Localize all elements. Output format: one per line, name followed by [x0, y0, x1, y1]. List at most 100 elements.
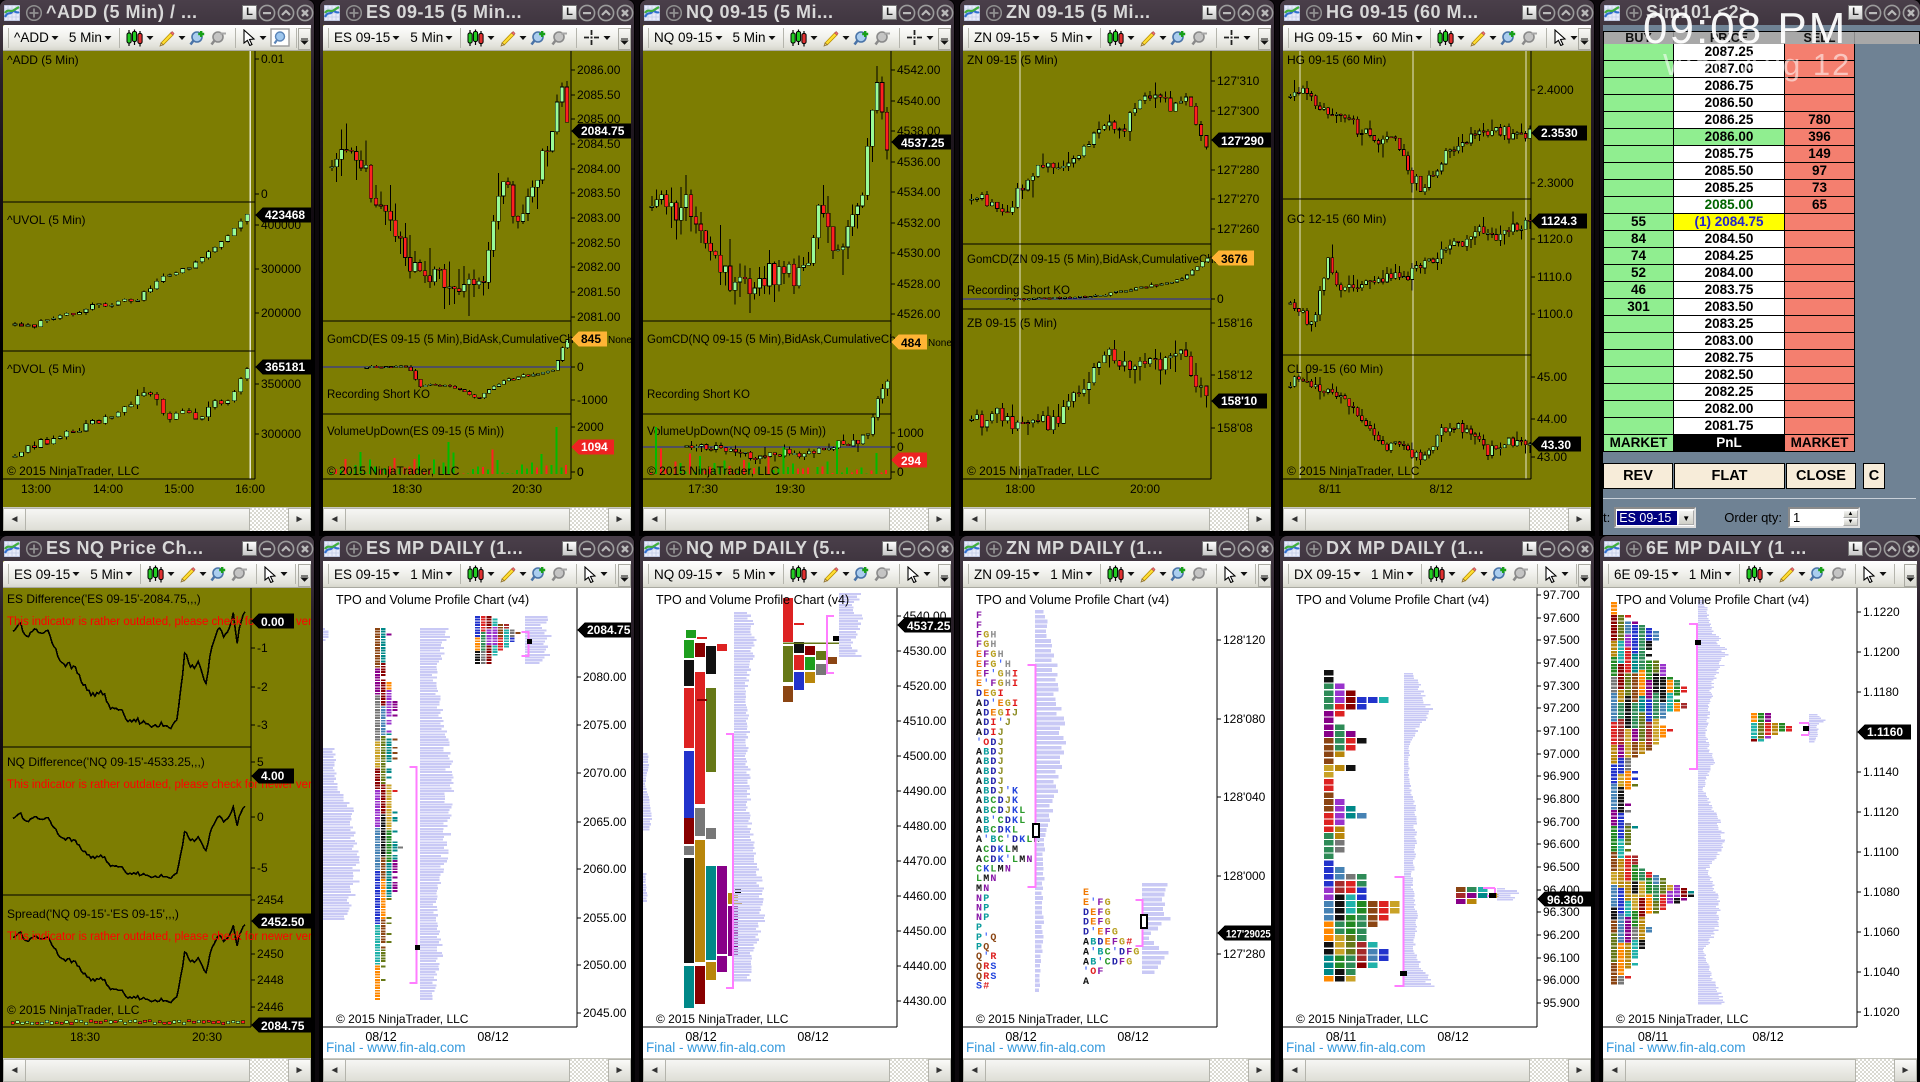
svg-text:2081.50: 2081.50	[577, 285, 621, 299]
svg-text:2084.75: 2084.75	[581, 124, 625, 138]
svg-text:2045.00: 2045.00	[583, 1006, 627, 1020]
svg-text:4.00: 4.00	[261, 769, 285, 783]
svg-text:ZN 09-15 (5 Min): ZN 09-15 (5 Min)	[967, 53, 1058, 67]
svg-text:97.600: 97.600	[1543, 611, 1580, 625]
svg-text:20:30: 20:30	[512, 482, 542, 496]
svg-text:ZB 09-15 (5 Min): ZB 09-15 (5 Min)	[967, 316, 1057, 330]
svg-text:2055.00: 2055.00	[583, 911, 627, 925]
svg-text:None,0: None,0	[928, 338, 951, 349]
svg-text:18:30: 18:30	[392, 482, 422, 496]
svg-text:2.3530: 2.3530	[1541, 126, 1578, 140]
svg-text:96.600: 96.600	[1543, 837, 1580, 851]
svg-text:© 2015 NinjaTrader, LLC: © 2015 NinjaTrader, LLC	[1296, 1012, 1429, 1026]
svg-text:4460.00: 4460.00	[903, 889, 947, 903]
svg-text:Final - www.fin-alg.com: Final - www.fin-alg.com	[966, 1040, 1106, 1053]
svg-text:5: 5	[257, 755, 264, 769]
svg-text:NQ Difference('NQ 09-15'-4533.: NQ Difference('NQ 09-15'-4533.25,,,)	[7, 755, 205, 769]
svg-text:845: 845	[581, 332, 601, 346]
svg-text:Final - www.fin-alg.com: Final - www.fin-alg.com	[1286, 1040, 1426, 1053]
svg-text:127'310: 127'310	[1217, 74, 1260, 88]
svg-text:This indicator is rather outda: This indicator is rather outdated, pleas…	[7, 931, 311, 943]
svg-text:S#: S#	[976, 982, 990, 993]
svg-text:43.00: 43.00	[1537, 450, 1567, 464]
svg-text:4500.00: 4500.00	[903, 749, 947, 763]
svg-text:17:30: 17:30	[688, 482, 718, 496]
svg-text:Final - www.fin-alg.com: Final - www.fin-alg.com	[1606, 1040, 1746, 1053]
svg-text:43.30: 43.30	[1541, 438, 1571, 452]
svg-text:GC 12-15 (60 Min): GC 12-15 (60 Min)	[1287, 212, 1386, 226]
svg-text:4540.00: 4540.00	[897, 94, 941, 108]
svg-text:97.300: 97.300	[1543, 679, 1580, 693]
svg-text:97.400: 97.400	[1543, 656, 1580, 670]
svg-text:96.700: 96.700	[1543, 815, 1580, 829]
svg-text:300000: 300000	[261, 262, 301, 276]
svg-text:20:30: 20:30	[192, 1030, 222, 1044]
svg-text:1.1020: 1.1020	[1863, 1005, 1900, 1019]
svg-text:95.900: 95.900	[1543, 996, 1580, 1010]
svg-text:1124.3: 1124.3	[1541, 214, 1577, 228]
svg-text:18:30: 18:30	[70, 1030, 100, 1044]
svg-text:TPO and Volume Profile Chart (: TPO and Volume Profile Chart (v4)	[1296, 593, 1489, 607]
svg-text:4537.25: 4537.25	[901, 136, 945, 150]
svg-text:Recording Short KO: Recording Short KO	[327, 389, 430, 401]
svg-text:1.1200: 1.1200	[1863, 645, 1900, 659]
svg-text:96.100: 96.100	[1543, 951, 1580, 965]
svg-text:158'12: 158'12	[1217, 368, 1253, 382]
svg-text:2075.00: 2075.00	[583, 718, 627, 732]
svg-text:4542.00: 4542.00	[897, 63, 941, 77]
svg-text:1.1220: 1.1220	[1863, 605, 1900, 619]
svg-text:^ADD (5 Min): ^ADD (5 Min)	[7, 53, 79, 67]
svg-text:14:00: 14:00	[93, 482, 123, 496]
svg-text:0.00: 0.00	[261, 615, 285, 629]
svg-text:08/12: 08/12	[797, 1030, 828, 1044]
svg-text:TPO and Volume Profile Chart (: TPO and Volume Profile Chart (v4)	[976, 593, 1169, 607]
svg-text:GomCD(NQ 09-15 (5 Min),BidAsk,: GomCD(NQ 09-15 (5 Min),BidAsk,Cumulative…	[647, 334, 910, 346]
svg-text:2084.00: 2084.00	[577, 162, 621, 176]
svg-text:16:00: 16:00	[235, 482, 265, 496]
svg-text:CL 09-15 (60 Min): CL 09-15 (60 Min)	[1287, 362, 1383, 376]
svg-text:© 2015 NinjaTrader, LLC: © 2015 NinjaTrader, LLC	[656, 1012, 789, 1026]
svg-text:8/12: 8/12	[1429, 482, 1453, 496]
svg-text:08/12: 08/12	[1117, 1030, 1148, 1044]
svg-text:TPO and Volume Profile Chart (: TPO and Volume Profile Chart (v4)	[656, 593, 849, 607]
svg-text:4532.00: 4532.00	[897, 216, 941, 230]
svg-text:96.300: 96.300	[1543, 905, 1580, 919]
svg-text:127'290: 127'290	[1221, 134, 1264, 148]
svg-text:2452.50: 2452.50	[261, 915, 305, 929]
svg-text:127'300: 127'300	[1217, 104, 1260, 118]
svg-text:2060.00: 2060.00	[583, 862, 627, 876]
svg-text:128'080: 128'080	[1223, 712, 1266, 726]
svg-text:None,0: None,0	[608, 335, 631, 346]
svg-text:97.700: 97.700	[1543, 588, 1580, 602]
svg-text:2.4000: 2.4000	[1537, 83, 1574, 97]
svg-text:2448: 2448	[257, 973, 284, 987]
svg-text:© 2015 NinjaTrader, LLC: © 2015 NinjaTrader, LLC	[1287, 464, 1420, 478]
svg-text:GomCD(ZN 09-15 (5 Min),BidAsk,: GomCD(ZN 09-15 (5 Min),BidAsk,Cumulative…	[967, 254, 1228, 266]
svg-text:2065.00: 2065.00	[583, 815, 627, 829]
svg-text:96.500: 96.500	[1543, 860, 1580, 874]
svg-text:© 2015 NinjaTrader, LLC: © 2015 NinjaTrader, LLC	[327, 464, 460, 478]
svg-text:128'000: 128'000	[1223, 869, 1266, 883]
svg-text:8/11: 8/11	[1319, 482, 1342, 496]
svg-text:2080.00: 2080.00	[583, 670, 627, 684]
svg-text:0: 0	[577, 360, 584, 374]
svg-text:0: 0	[257, 810, 264, 824]
svg-text:0: 0	[261, 187, 268, 201]
svg-text:© 2015 NinjaTrader, LLC: © 2015 NinjaTrader, LLC	[647, 464, 780, 478]
svg-text:4530.00: 4530.00	[903, 644, 947, 658]
svg-text:1.1100: 1.1100	[1863, 845, 1899, 859]
svg-text:08/12: 08/12	[1437, 1030, 1468, 1044]
svg-text:4440.00: 4440.00	[903, 959, 947, 973]
svg-text:2084.50: 2084.50	[577, 137, 621, 151]
svg-text:2086.00: 2086.00	[577, 63, 621, 77]
svg-text:127'260: 127'260	[1217, 222, 1260, 236]
svg-text:08/12: 08/12	[477, 1030, 508, 1044]
svg-text:Recording Short KO: Recording Short KO	[967, 285, 1070, 297]
svg-text:97.100: 97.100	[1543, 724, 1580, 738]
svg-text:423468: 423468	[265, 208, 305, 222]
svg-text:1.1120: 1.1120	[1863, 805, 1899, 819]
svg-text:4537.25: 4537.25	[907, 619, 951, 633]
svg-text:97.500: 97.500	[1543, 633, 1580, 647]
svg-text:350000: 350000	[261, 377, 301, 391]
svg-text:-1000: -1000	[577, 393, 608, 407]
